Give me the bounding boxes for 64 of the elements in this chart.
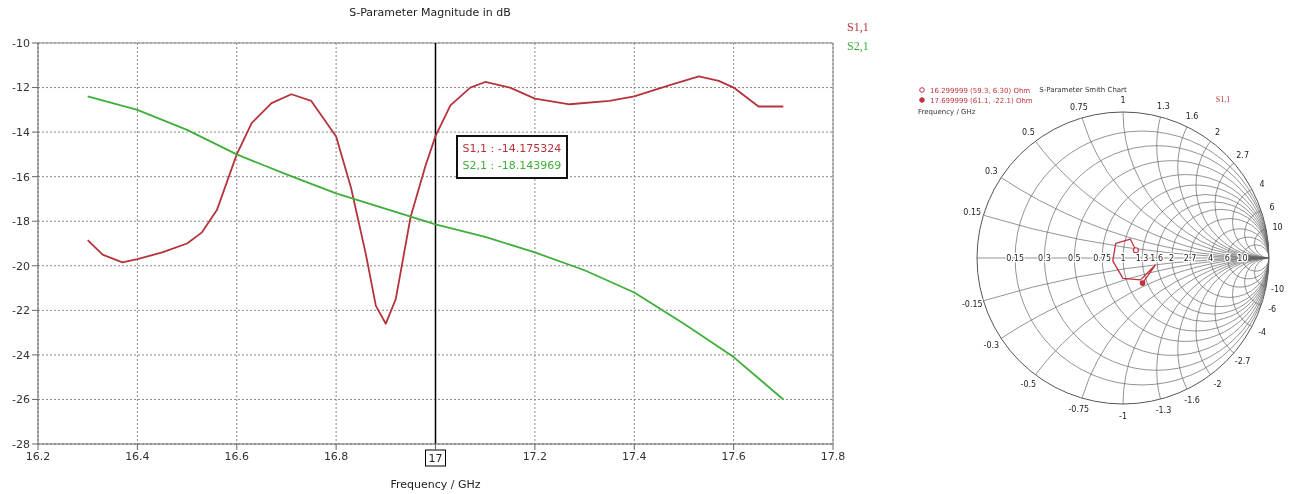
y-tick-label: -28	[12, 437, 30, 451]
x-tick-label: 16.6	[224, 449, 249, 463]
text: 6	[1224, 254, 1230, 263]
text: 0.15	[963, 207, 982, 217]
text: 4	[1259, 179, 1265, 189]
annotation: S1,1 : -14.175324	[462, 141, 562, 158]
y-tick-label: -10	[12, 36, 30, 50]
text: 0.5	[1067, 254, 1081, 263]
x-tick-label: 17.2	[522, 449, 548, 463]
text: 10	[1237, 254, 1248, 263]
x-tick-label: 16.4	[125, 449, 150, 463]
y-tick-label: -12	[12, 81, 30, 95]
annotation: S2,1 : -18.143969	[462, 158, 562, 175]
y-tick-label: -20	[12, 259, 30, 273]
text: 2	[1169, 254, 1175, 263]
y-tick-label: -22	[12, 304, 30, 318]
text: 2	[1215, 127, 1221, 137]
legend-label: S1,1	[1215, 95, 1231, 104]
x-tick-label: 16.2	[25, 449, 51, 463]
text: S2,1	[847, 38, 869, 55]
text: 2.7	[1183, 254, 1197, 263]
text: -2	[1213, 380, 1222, 390]
text: -0.5	[1020, 380, 1037, 390]
y-tick-label: -24	[12, 348, 30, 362]
chart-title: S-Parameter Magnitude in dB	[348, 6, 512, 19]
line-series	[86, 95, 785, 401]
x-tick-label: 17.8	[820, 449, 846, 463]
text: 1.3	[1157, 101, 1170, 111]
x-tick-label: 17.6	[721, 449, 746, 463]
text: -0.15	[961, 300, 983, 310]
y-tick-label: -18	[12, 215, 30, 229]
line-series	[86, 75, 785, 325]
text: 2.7	[1236, 151, 1250, 161]
text: 6	[1269, 202, 1275, 212]
text: 1.6	[1185, 112, 1199, 122]
text: 1.6	[1150, 254, 1164, 263]
text: -4	[1258, 328, 1267, 338]
text: 0.75	[1069, 102, 1088, 112]
text: -0.3	[983, 340, 1000, 350]
text: -2.7	[1234, 356, 1251, 366]
text: 0.15	[1006, 254, 1024, 263]
text: 0.3	[984, 167, 998, 177]
x-axis-title: Frequency / GHz	[390, 478, 481, 491]
ref-line-label: 17	[428, 452, 443, 465]
text: -1	[1119, 411, 1127, 421]
text: 1.3	[1135, 254, 1149, 263]
text: 10	[1272, 222, 1283, 232]
text: -1.6	[1184, 395, 1200, 405]
x-tick-label: 17.4	[622, 449, 647, 463]
text: -0.75	[1068, 405, 1090, 415]
text: S1,1	[847, 19, 869, 36]
text: -1.3	[1155, 406, 1172, 416]
text: -10	[1271, 285, 1285, 295]
text: 0.75	[1093, 254, 1112, 263]
text: 0.5	[1022, 127, 1035, 137]
y-tick-label: -16	[12, 170, 30, 184]
x-tick-label: 16.8	[323, 449, 349, 463]
text: 0.3	[1038, 254, 1051, 263]
y-tick-label: -14	[12, 126, 30, 140]
text: 1	[1120, 96, 1126, 106]
text: -6	[1268, 305, 1277, 315]
text: 1	[1120, 254, 1126, 263]
text: 4	[1208, 254, 1214, 263]
y-tick-label: -26	[12, 393, 30, 407]
